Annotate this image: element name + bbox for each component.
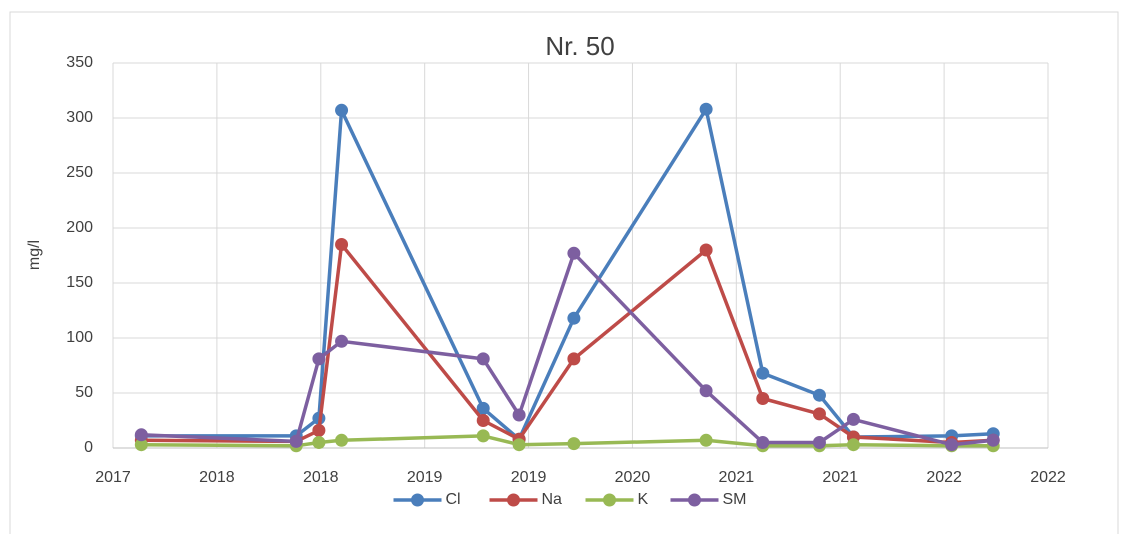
x-tick-label: 2022 bbox=[1030, 469, 1066, 486]
data-point bbox=[567, 246, 581, 260]
data-point bbox=[699, 384, 713, 398]
data-point bbox=[134, 438, 148, 452]
x-tick-label: 2021 bbox=[822, 469, 858, 486]
data-point bbox=[335, 334, 349, 348]
x-tick-label: 2019 bbox=[407, 469, 443, 486]
x-tick-label: 2022 bbox=[926, 469, 962, 486]
data-point bbox=[312, 423, 326, 437]
data-point bbox=[335, 238, 349, 251]
data-point bbox=[512, 438, 526, 452]
legend-marker bbox=[688, 493, 701, 507]
data-point bbox=[756, 366, 770, 380]
data-point bbox=[812, 388, 826, 402]
data-point bbox=[945, 438, 959, 452]
data-point bbox=[699, 433, 713, 447]
data-point bbox=[812, 407, 826, 421]
chart-border bbox=[9, 11, 1119, 534]
data-point bbox=[289, 434, 303, 448]
data-point bbox=[476, 352, 490, 366]
chart-title: Nr. 50 bbox=[545, 31, 614, 61]
series-line bbox=[141, 251, 994, 447]
data-point bbox=[846, 438, 860, 452]
data-point bbox=[312, 436, 326, 449]
data-point bbox=[567, 437, 581, 451]
data-point bbox=[335, 433, 349, 447]
data-point bbox=[812, 436, 826, 449]
x-tick-label: 2017 bbox=[95, 469, 131, 486]
data-point bbox=[699, 102, 713, 116]
y-tick-label: 150 bbox=[66, 274, 93, 291]
x-tick-label: 2020 bbox=[615, 469, 651, 486]
y-tick-label: 200 bbox=[66, 219, 93, 236]
data-point bbox=[512, 408, 526, 422]
legend-label: K bbox=[638, 491, 649, 508]
data-point bbox=[846, 412, 860, 426]
legend-label: SM bbox=[723, 491, 747, 508]
x-tick-label: 2018 bbox=[303, 469, 339, 486]
data-point bbox=[567, 352, 581, 366]
y-tick-label: 350 bbox=[66, 54, 93, 71]
data-point bbox=[567, 311, 581, 325]
x-tick-label: 2021 bbox=[719, 469, 755, 486]
legend-label: Na bbox=[542, 491, 563, 508]
data-point bbox=[756, 436, 770, 449]
data-point bbox=[476, 414, 490, 427]
data-point bbox=[476, 401, 490, 415]
legend-marker bbox=[507, 493, 520, 507]
data-point bbox=[986, 433, 1000, 447]
data-point bbox=[476, 429, 490, 443]
y-tick-label: 0 bbox=[84, 439, 93, 456]
data-point bbox=[699, 243, 713, 257]
y-tick-label: 50 bbox=[75, 384, 93, 401]
data-point bbox=[134, 428, 148, 442]
legend-marker bbox=[411, 493, 424, 507]
y-tick-label: 250 bbox=[66, 164, 93, 181]
y-tick-label: 100 bbox=[66, 329, 93, 346]
x-tick-label: 2018 bbox=[199, 469, 235, 486]
y-tick-label: 300 bbox=[66, 109, 93, 126]
x-tick-label: 2019 bbox=[511, 469, 547, 486]
y-axis-label: mg/l bbox=[26, 240, 43, 270]
data-point bbox=[756, 392, 770, 405]
data-point bbox=[335, 103, 349, 117]
legend-marker bbox=[603, 493, 616, 507]
data-point bbox=[312, 352, 326, 366]
legend-label: Cl bbox=[446, 491, 461, 508]
